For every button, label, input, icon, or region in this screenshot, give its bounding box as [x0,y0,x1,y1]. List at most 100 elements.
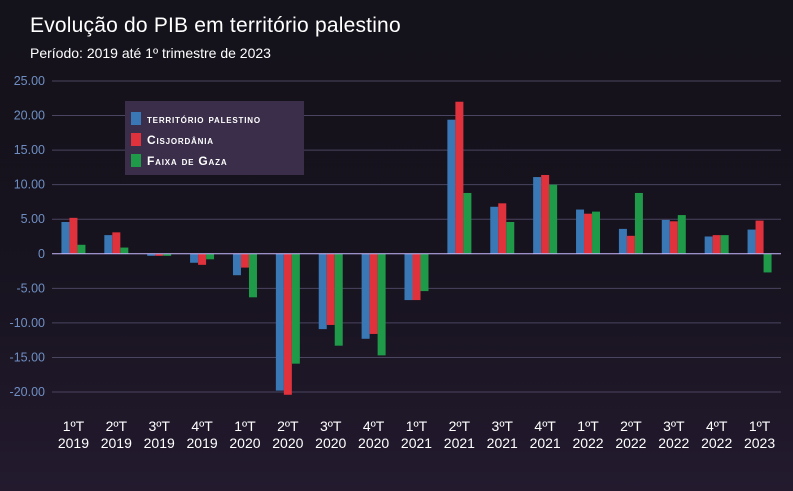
bars [61,101,772,395]
legend-label: Cisjordânia [147,133,214,147]
bar-faixa-de-gaza-10 [506,221,515,254]
bar-faixa-de-gaza-13 [634,192,643,254]
y-tick-label: -20.00 [10,385,45,399]
x-tick-label-year: 2021 [444,435,475,451]
bar-faixa-de-gaza-4 [248,253,257,298]
bar-território-palestino-11 [533,177,542,254]
bar-faixa-de-gaza-14 [677,215,686,254]
bar-território-palestino-2 [147,253,156,256]
bar-cisjordânia-9 [455,101,464,254]
x-tick-label-year: 2020 [315,435,346,451]
bar-faixa-de-gaza-0 [77,244,86,254]
y-tick-label: 20.00 [14,109,45,123]
y-tick-label: -10.00 [10,316,45,330]
bar-território-palestino-15 [704,236,713,254]
bar-cisjordânia-8 [412,253,421,301]
bar-cisjordânia-2 [155,253,164,256]
bar-cisjordânia-11 [541,174,550,254]
chart-title: Evolução do PIB em território palestino [30,14,401,37]
x-tick-label-quarter: 3ºT [492,418,514,434]
y-axis-ticks: 25.00 20.00 15.00 10.00 5.00 0 -5.00 -10.00 -15.… [10,74,46,399]
chart-subtitle: Período: 2019 até 1º trimestre de 2023 [30,45,271,61]
x-tick-label-year: 2021 [530,435,561,451]
bar-cisjordânia-10 [498,203,507,254]
bar-território-palestino-13 [618,228,627,254]
bar-cisjordânia-4 [240,253,249,268]
x-tick-label-quarter: 1ºT [577,418,599,434]
x-tick-label-year: 2020 [358,435,389,451]
x-tick-label-quarter: 3ºT [320,418,342,434]
bar-cisjordânia-14 [669,221,678,254]
bar-território-palestino-14 [661,219,670,254]
bar-faixa-de-gaza-5 [291,253,300,364]
x-tick-label-quarter: 4ºT [363,418,385,434]
y-tick-label: 0 [38,247,45,261]
x-tick-label-year: 2022 [701,435,732,451]
x-tick-label-quarter: 3ºT [148,418,170,434]
x-tick-label-year: 2019 [187,435,218,451]
legend-label: Faixa de Gaza [147,154,227,168]
x-tick-label-quarter: 2ºT [449,418,471,434]
x-tick-label-quarter: 4ºT [191,418,213,434]
x-tick-label-year: 2023 [744,435,775,451]
bar-cisjordânia-15 [712,235,721,254]
bar-cisjordânia-13 [626,235,635,254]
x-tick-label-year: 2022 [658,435,689,451]
bar-território-palestino-10 [490,206,499,254]
bar-faixa-de-gaza-3 [206,253,215,260]
bar-faixa-de-gaza-16 [763,253,772,273]
x-tick-label-quarter: 2ºT [277,418,299,434]
bar-território-palestino-12 [576,209,585,254]
legend-swatch [131,112,141,125]
bar-cisjordânia-1 [112,232,121,254]
x-tick-label-year: 2021 [401,435,432,451]
bar-faixa-de-gaza-9 [463,192,472,254]
y-tick-label: -5.00 [17,281,46,295]
x-tick-label-year: 2019 [144,435,175,451]
bar-faixa-de-gaza-1 [120,247,129,254]
x-tick-label-year: 2021 [487,435,518,451]
x-tick-label-quarter: 4ºT [534,418,556,434]
bar-território-palestino-3 [190,253,199,263]
bar-faixa-de-gaza-6 [334,253,343,346]
x-tick-label-year: 2020 [272,435,303,451]
bar-território-palestino-5 [275,253,284,391]
x-axis-ticks: 1ºT20192ºT20193ºT20194ºT20191ºT20202ºT20… [58,418,775,451]
x-tick-label-quarter: 1ºT [749,418,771,434]
bar-território-palestino-6 [318,253,327,330]
bar-faixa-de-gaza-12 [592,211,601,254]
bar-território-palestino-7 [361,253,370,339]
x-tick-label-year: 2019 [101,435,132,451]
bar-território-palestino-16 [747,229,756,254]
bar-cisjordânia-5 [283,253,292,395]
bar-cisjordânia-12 [584,213,593,254]
bar-faixa-de-gaza-7 [377,253,386,356]
y-tick-label: 10.00 [14,178,45,192]
y-tick-label: 25.00 [14,74,45,88]
x-tick-label-quarter: 3ºT [663,418,685,434]
x-tick-label-quarter: 2ºT [106,418,128,434]
bar-cisjordânia-7 [369,253,378,334]
legend-swatch [131,133,141,146]
bar-faixa-de-gaza-11 [549,184,558,254]
x-tick-label-quarter: 2ºT [620,418,642,434]
x-tick-label-quarter: 1ºT [63,418,85,434]
x-tick-label-year: 2020 [229,435,260,451]
y-tick-label: -15.00 [10,350,45,364]
legend-label: território palestino [147,112,261,126]
bar-território-palestino-1 [104,235,113,254]
legend-swatch [131,154,141,167]
y-tick-label: 5.00 [21,212,45,226]
x-tick-label-year: 2022 [615,435,646,451]
bar-território-palestino-0 [61,221,70,254]
x-tick-label-quarter: 1ºT [406,418,428,434]
bar-território-palestino-8 [404,253,413,301]
bar-faixa-de-gaza-2 [163,253,172,256]
bar-território-palestino-4 [232,253,241,276]
bar-faixa-de-gaza-15 [720,235,729,254]
x-tick-label-quarter: 4ºT [706,418,728,434]
bar-território-palestino-9 [447,119,456,254]
bar-cisjordânia-6 [326,253,335,325]
y-tick-label: 15.00 [14,143,45,157]
